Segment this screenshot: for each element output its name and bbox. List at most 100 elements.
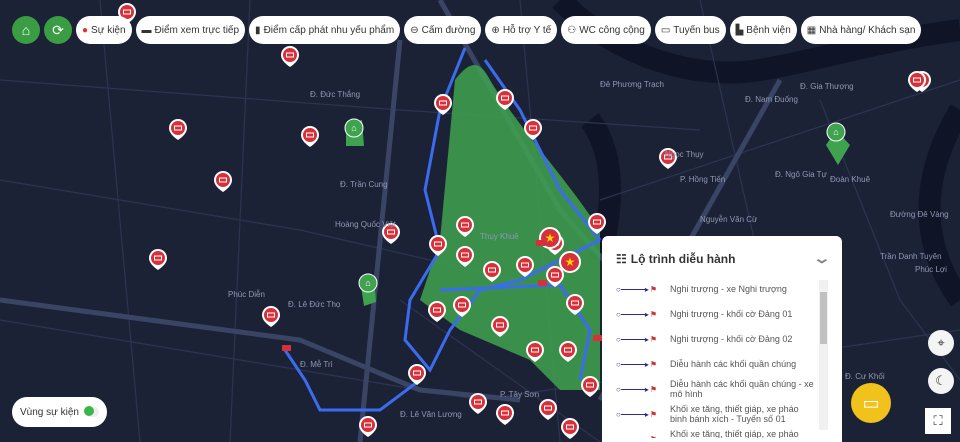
event-star-marker[interactable]: ★: [559, 251, 581, 273]
map-marker[interactable]: [483, 261, 501, 282]
crosshair-icon: ⌖: [937, 335, 945, 350]
map-marker[interactable]: [434, 94, 452, 115]
home-button[interactable]: ⌂: [12, 16, 40, 44]
landmark-marker[interactable]: ⌂: [358, 273, 378, 293]
flag-marker[interactable]: [593, 335, 602, 341]
map-marker[interactable]: [566, 294, 584, 315]
map-marker[interactable]: [516, 256, 534, 277]
chevron-down-icon[interactable]: ⌄: [812, 250, 832, 266]
filter-chip[interactable]: ⚇ WC công cộng: [561, 16, 651, 44]
toggle-switch[interactable]: [83, 406, 99, 417]
map-street-label: Trần Danh Tuyên: [880, 252, 942, 261]
map-marker[interactable]: [149, 249, 167, 270]
route-label: Diễu hành các khối quần chúng - xe mô hì…: [670, 379, 814, 399]
map-marker[interactable]: [559, 341, 577, 362]
tv-icon: ▬: [141, 24, 152, 36]
map-marker[interactable]: [281, 45, 300, 67]
route-item[interactable]: ○ ▸ ⚑ Diễu hành các khối quần chúng - xe mô…: [616, 378, 816, 400]
map-marker[interactable]: [359, 416, 377, 437]
route-list: ○ ▸ ⚑ Nghi trượng - xe Nghi trượng ○ ▸ ⚑ Nghi t…: [616, 278, 816, 438]
filter-chip[interactable]: ⊕ Hỗ trợ Y tế: [485, 16, 558, 44]
moon-icon: ☾: [935, 373, 947, 388]
map-marker[interactable]: [588, 213, 606, 234]
map-marker[interactable]: [546, 266, 564, 287]
map-street-label: Đ. Gia Thượng: [800, 82, 854, 91]
filter-label: Điểm cấp phát nhu yếu phẩm: [263, 24, 395, 36]
filter-chip[interactable]: ▬ Điểm xem trực tiếp: [135, 16, 246, 44]
building-icon: ▦: [806, 24, 817, 36]
map-marker[interactable]: [456, 246, 474, 267]
event-zone-toggle[interactable]: Vùng sự kiện: [12, 397, 107, 427]
scrollbar-thumb[interactable]: [820, 292, 827, 344]
parade-icon: ☷: [616, 251, 627, 266]
map-marker[interactable]: [496, 89, 514, 110]
route-item[interactable]: ○ ▸ ⚑ Nghi trượng - khối cờ Đảng 02: [616, 328, 816, 350]
parade-route-panel: ☷ Lộ trình diễu hành ⌄ ○ ▸ ⚑ Nghi trượng - …: [602, 236, 842, 442]
map-marker[interactable]: [428, 301, 446, 322]
map-marker[interactable]: [169, 119, 187, 140]
route-item[interactable]: ○▸⚑Khối xe tăng, thiết giáp, xe pháo bin…: [616, 428, 816, 438]
map-marker[interactable]: [908, 71, 926, 92]
route-item[interactable]: ○ ▸ ⚑ Nghi trượng - khối cờ Đảng 01: [616, 303, 816, 325]
map-marker[interactable]: [118, 3, 136, 24]
map-marker[interactable]: [526, 341, 544, 362]
map-street-label: Ngọc Thụy: [665, 150, 704, 159]
landmark-marker[interactable]: ⌂: [826, 122, 846, 142]
map-marker[interactable]: [524, 119, 542, 140]
map-marker[interactable]: [382, 223, 400, 244]
map-marker[interactable]: [659, 148, 677, 169]
map-street-label: Đ. Lê Văn Lương: [400, 410, 462, 419]
filter-chip[interactable]: ▙ Bệnh viện: [729, 16, 797, 44]
fullscreen-button[interactable]: ⛶: [925, 408, 951, 434]
filter-chip[interactable]: ▮ Điểm cấp phát nhu yếu phẩm: [249, 16, 401, 44]
map-marker[interactable]: [539, 399, 557, 420]
map-marker[interactable]: [453, 296, 471, 317]
flag-marker[interactable]: [538, 280, 547, 286]
chat-button[interactable]: ▭: [851, 383, 891, 423]
route-item[interactable]: ○ ▸ ⚑ Diễu hành các khối quần chúng: [616, 353, 816, 375]
landmark-marker[interactable]: ⌂: [344, 118, 364, 138]
filter-label: Hỗ trợ Y tế: [502, 24, 552, 36]
filter-label: Bệnh viện: [746, 24, 791, 36]
route-label: Nghi trượng - khối cờ Đảng 01: [670, 309, 793, 319]
route-label: Khối xe tăng, thiết giáp, xe pháo binh b…: [670, 429, 799, 438]
route-label: Khối xe tăng, thiết giáp, xe pháo binh b…: [670, 404, 799, 424]
locate-button[interactable]: ⌖: [928, 330, 954, 356]
map-street-label: Đ. Ngô Gia Tự: [775, 170, 827, 179]
map-marker[interactable]: [491, 316, 509, 337]
filter-chip[interactable]: ⊖ Cấm đường: [404, 16, 482, 44]
route-icon: ○▸⚑: [616, 409, 658, 419]
theme-button[interactable]: ☾: [928, 368, 954, 394]
svg-text:★: ★: [545, 231, 556, 245]
route-item[interactable]: ○▸⚑ Khối xe tăng, thiết giáp, xe pháo bin…: [616, 403, 816, 425]
map-marker[interactable]: [301, 126, 319, 147]
map-marker[interactable]: [581, 376, 599, 397]
filter-chip[interactable]: ▦ Nhà hàng/ Khách sạn: [800, 16, 922, 44]
svg-text:⌂: ⌂: [365, 278, 370, 288]
map-street-label: Đ. Cư Khối: [845, 372, 885, 381]
map-street-label: Đ. Lê Đức Thọ: [288, 300, 341, 309]
map-marker[interactable]: [469, 393, 487, 414]
filter-chips: ● Sự kiện ▬ Điểm xem trực tiếp ▮ Điểm cấp phá…: [76, 16, 922, 44]
map-marker[interactable]: [214, 171, 232, 192]
map-marker[interactable]: [496, 404, 514, 425]
map-marker[interactable]: [429, 235, 447, 256]
filter-label: Tuyến bus: [673, 24, 720, 36]
map-marker[interactable]: [262, 306, 280, 327]
map-marker[interactable]: [408, 364, 426, 385]
route-icon: ○▸⚑: [616, 284, 658, 294]
flag-marker[interactable]: [282, 345, 291, 351]
filter-label: Điểm xem trực tiếp: [154, 24, 240, 36]
route-label: Diễu hành các khối quần chúng: [670, 359, 797, 369]
map-marker[interactable]: [561, 418, 579, 439]
flag-marker[interactable]: [536, 240, 545, 246]
filter-chip[interactable]: ● Sự kiện: [76, 16, 132, 44]
event-zone-label: Vùng sự kiện: [20, 406, 79, 418]
route-item[interactable]: ○ ▸ ⚑ Nghi trượng - xe Nghi trượng: [616, 278, 816, 300]
refresh-button[interactable]: ⟳: [44, 16, 72, 44]
map-street-label: Đ. Nam Đuống: [745, 95, 798, 104]
scrollbar[interactable]: [819, 280, 828, 430]
map-marker[interactable]: [456, 216, 474, 237]
filter-chip[interactable]: ▭ Tuyến bus: [654, 16, 726, 44]
